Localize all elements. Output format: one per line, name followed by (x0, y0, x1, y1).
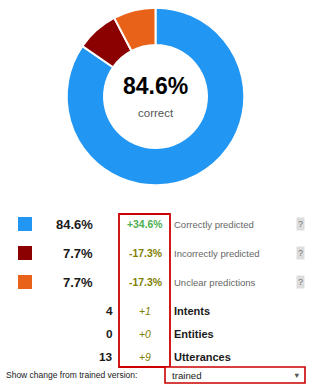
svg-text:Entities: Entities (174, 328, 214, 340)
svg-text:?: ? (298, 219, 303, 229)
svg-text:+34.6%: +34.6% (127, 219, 163, 230)
svg-text:+9: +9 (139, 352, 151, 363)
svg-text:-17.3%: -17.3% (129, 248, 162, 259)
svg-text:?: ? (298, 248, 303, 258)
svg-text:-17.3%: -17.3% (129, 277, 162, 288)
svg-text:Intents: Intents (174, 305, 210, 317)
svg-text:Incorrectly predicted: Incorrectly predicted (174, 248, 260, 259)
svg-text:+0: +0 (139, 329, 151, 340)
svg-text:correct: correct (138, 107, 174, 119)
svg-text:84.6%: 84.6% (56, 217, 93, 232)
svg-text:▼: ▼ (293, 371, 301, 380)
svg-text:Correctly predicted: Correctly predicted (174, 219, 254, 230)
svg-text:?: ? (298, 277, 303, 287)
svg-text:trained: trained (172, 370, 202, 381)
svg-text:13: 13 (99, 350, 113, 364)
svg-text:Unclear predictions: Unclear predictions (174, 277, 256, 288)
svg-text:7.7%: 7.7% (63, 275, 93, 290)
svg-text:Utterances: Utterances (174, 351, 231, 363)
svg-text:+1: +1 (139, 306, 151, 317)
svg-text:4: 4 (106, 304, 113, 318)
svg-text:Show change from trained versi: Show change from trained version: (6, 370, 137, 380)
svg-text:7.7%: 7.7% (63, 246, 93, 261)
svg-text:84.6%: 84.6% (123, 73, 188, 99)
svg-text:0: 0 (106, 327, 113, 341)
